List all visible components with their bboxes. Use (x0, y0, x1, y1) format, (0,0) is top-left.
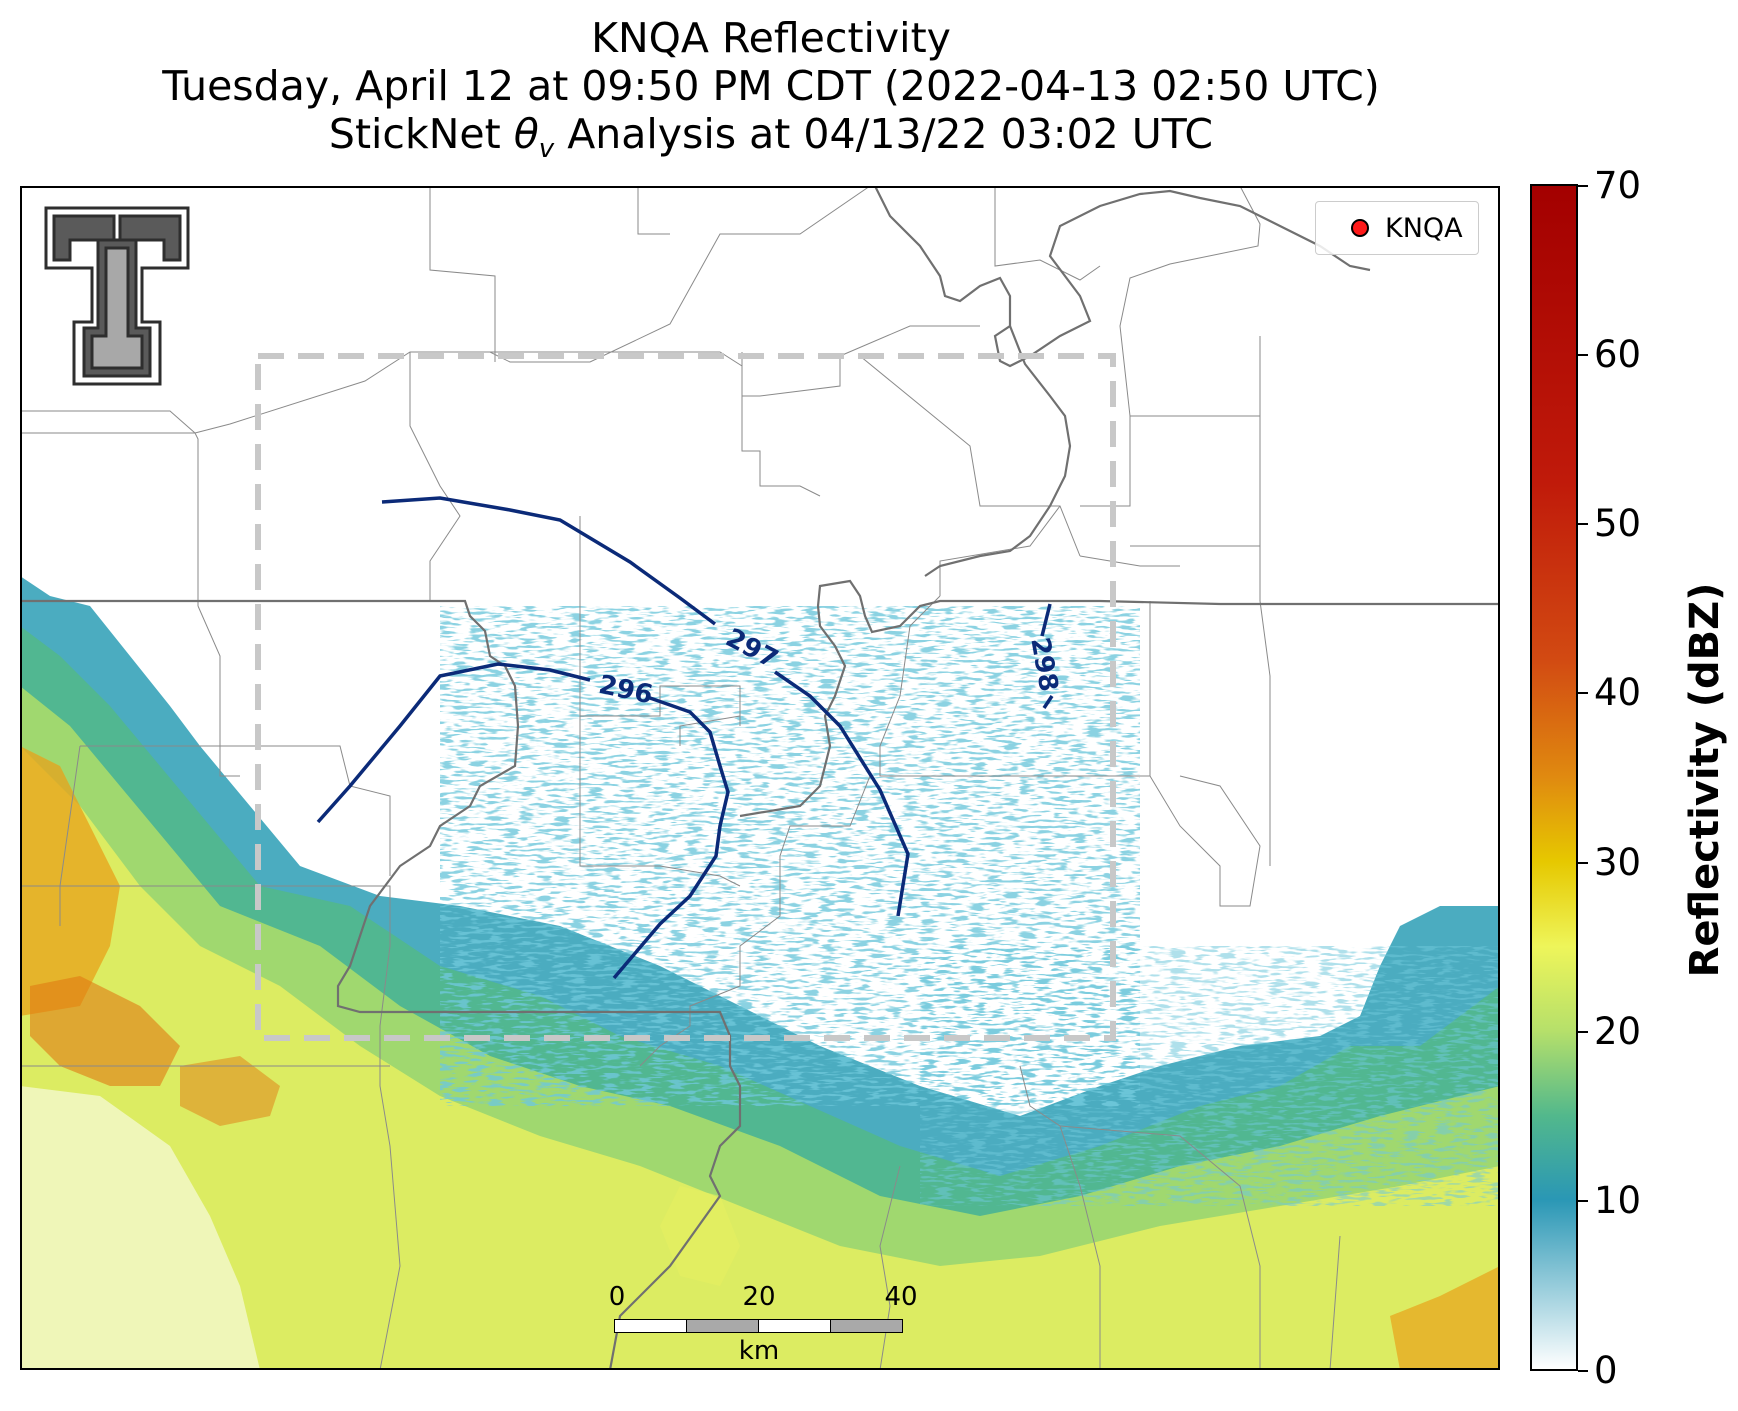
title-time: Tuesday, April 12 at 09:50 PM CDT (2022-… (162, 62, 1380, 110)
contour-298-line-a (1040, 603, 1052, 637)
colorbar-label-20: 20 (1594, 1010, 1642, 1053)
radar-site-marker-icon (1351, 219, 1369, 237)
scale-tick-20: 20 (742, 1282, 776, 1312)
colorbar-title: Reflectivity (dBZ) (1682, 582, 1728, 978)
contour-296-line-a (316, 662, 591, 824)
colorbar-tick-20 (1578, 1031, 1588, 1033)
figure-title: KNQA Reflectivity Tuesday, April 12 at 0… (20, 14, 1522, 173)
scale-unit: km (738, 1336, 780, 1366)
colorbar-label-30: 30 (1594, 841, 1642, 884)
colorbar-label-70: 70 (1594, 164, 1642, 207)
legend-label: KNQA (1385, 212, 1463, 244)
scale-tick-40: 40 (884, 1282, 918, 1312)
colorbar-tick-10 (1578, 1200, 1588, 1202)
colorbar-tick-60 (1578, 354, 1588, 356)
theta-symbol: θ (513, 110, 539, 158)
analysis-domain-box (255, 353, 1116, 1041)
colorbar-label-10: 10 (1594, 1179, 1642, 1222)
colorbar-label-40: 40 (1594, 671, 1642, 714)
colorbar-tick-0 (1578, 1370, 1588, 1372)
contour-298-line-b (1042, 695, 1054, 709)
colorbar-label-50: 50 (1594, 502, 1642, 545)
county-boundaries (20, 186, 1341, 1370)
map-legend: KNQA (1315, 201, 1479, 255)
colorbar-tick-50 (1578, 523, 1588, 525)
title-analysis-suffix: Analysis at 04/13/22 03:02 UTC (554, 110, 1214, 158)
colorbar-tick-40 (1578, 692, 1588, 694)
scale-segment-4 (830, 1319, 903, 1333)
scale-segment-1 (614, 1319, 687, 1333)
contour-297-line-b (774, 670, 910, 917)
title-radar: KNQA Reflectivity (591, 14, 951, 62)
title-analysis: StickNet θv Analysis at 04/13/22 03:02 U… (20, 110, 1522, 173)
map-canvas: 297 296 298 (20, 186, 1500, 1370)
state-borders (20, 186, 1500, 1370)
colorbar-tick-30 (1578, 862, 1588, 864)
double-t-logo-icon (44, 206, 190, 386)
radar-map[interactable]: 297 296 298 KNQA 0 20 40 km (20, 186, 1500, 1370)
scale-bar: 0 20 40 km (609, 1282, 918, 1366)
scale-tick-0: 0 (608, 1282, 626, 1312)
scale-segment-2 (686, 1319, 759, 1333)
colorbar-label-60: 60 (1594, 333, 1642, 376)
title-analysis-prefix: StickNet (328, 110, 514, 158)
colorbar (1530, 184, 1578, 1371)
theta-v-contours (316, 496, 1054, 980)
light-echoes-east (920, 946, 1500, 1206)
theta-subscript: v (538, 134, 555, 165)
colorbar-tick-70 (1578, 185, 1588, 187)
scale-segment-3 (758, 1319, 831, 1333)
colorbar-label-0: 0 (1594, 1349, 1618, 1392)
map-border (20, 186, 1500, 1370)
contour-297-line-a (381, 496, 717, 626)
contour-296-line-b (612, 696, 730, 980)
